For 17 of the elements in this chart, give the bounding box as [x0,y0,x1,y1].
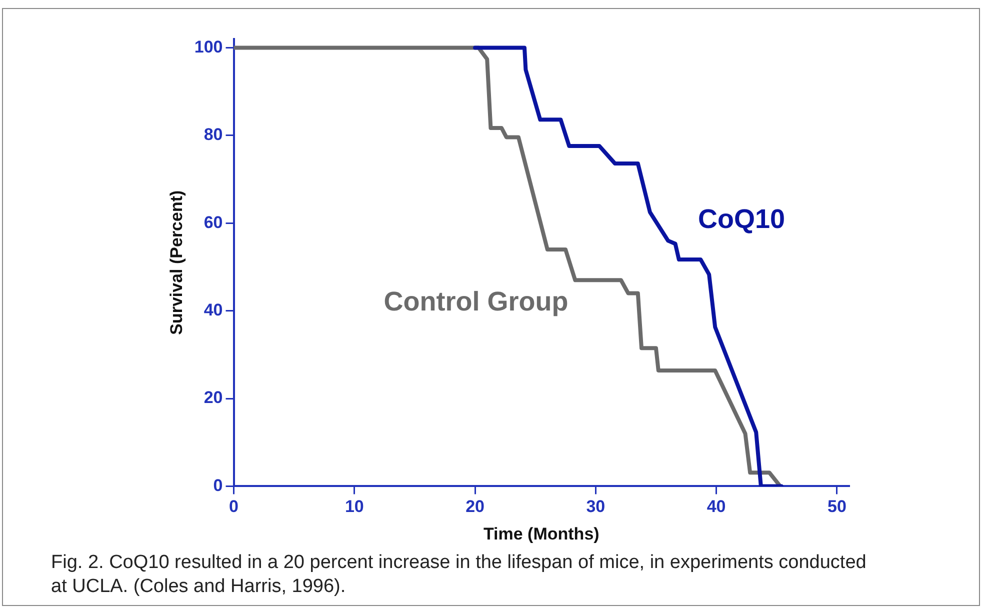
series-label: CoQ10 [698,204,786,234]
y-tick-label: 0 [213,476,223,495]
x-tick-label: 50 [827,497,846,516]
x-tick-label: 0 [229,497,238,516]
y-tick-label: 80 [204,125,223,144]
y-tick-label: 100 [194,37,223,56]
x-tick-label: 30 [586,497,606,516]
x-axis-title: Time (Months) [483,524,600,544]
y-axis-title: Survival (Percent) [166,190,186,335]
x-tick-label: 10 [344,497,364,516]
caption: Fig. 2. CoQ10 resulted in a 20 percent increase in the lifespan of mice, in experiments conducted at UCLA. (Coles and Harris, 1996). [51,551,868,599]
y-tick-label: 40 [204,300,223,320]
x-tick-label: 20 [466,497,484,516]
x-tick-label: 40 [706,497,726,516]
y-tick-label: 20 [204,388,223,408]
y-tick-label: 60 [204,212,223,232]
series-label: Control Group [384,286,568,317]
